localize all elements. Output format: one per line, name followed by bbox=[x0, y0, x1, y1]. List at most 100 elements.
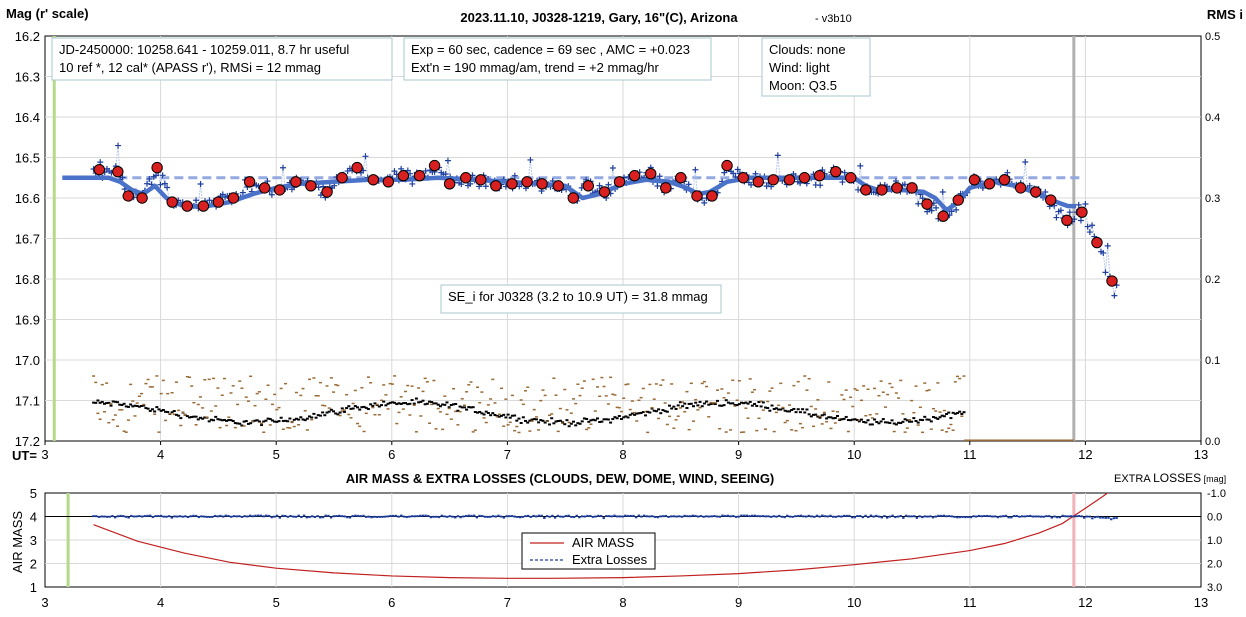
binned-point bbox=[273, 184, 286, 196]
binned-point bbox=[906, 182, 918, 194]
x-tick-label: 5 bbox=[273, 447, 280, 462]
binned-point bbox=[243, 176, 256, 188]
binned-point bbox=[767, 174, 779, 186]
raw-point bbox=[239, 189, 246, 196]
raw-point bbox=[748, 181, 755, 188]
x-tick-label: 9 bbox=[735, 595, 742, 610]
y-tick-label: 2 bbox=[30, 557, 37, 572]
annotation-text: Wind: light bbox=[769, 60, 830, 75]
raw-point bbox=[1086, 229, 1093, 236]
y2-tick-label: 0.3 bbox=[1205, 193, 1220, 205]
binned-point bbox=[952, 194, 964, 206]
raw-point bbox=[1100, 249, 1107, 256]
binned-point bbox=[290, 176, 302, 188]
x-tick-label: 8 bbox=[619, 595, 626, 610]
y-tick-label: 16.2 bbox=[15, 29, 40, 44]
raw-point bbox=[1022, 159, 1029, 166]
binned-point bbox=[921, 198, 933, 210]
raw-point bbox=[939, 189, 946, 196]
y2-tick-label: 0.1 bbox=[1205, 355, 1220, 367]
y2-tick-label: 0.2 bbox=[1205, 274, 1220, 286]
binned-point bbox=[737, 172, 749, 184]
binned-point bbox=[521, 176, 533, 188]
y-axis-label: Mag (r' scale) bbox=[6, 6, 89, 21]
y2-axis-label-unit: [mag] bbox=[1201, 474, 1226, 484]
annotation-text: Moon: Q3.5 bbox=[769, 78, 837, 93]
raw-point bbox=[1057, 207, 1064, 214]
binned-point bbox=[536, 178, 548, 190]
raw-point bbox=[915, 200, 922, 207]
y2-tick-label: 0.0 bbox=[1205, 436, 1220, 448]
x-tick-label: 13 bbox=[1194, 595, 1208, 610]
raw-point bbox=[1111, 292, 1118, 299]
binned-point bbox=[860, 184, 872, 196]
raw-point bbox=[280, 164, 287, 171]
annotation-text: Clouds: none bbox=[769, 42, 846, 57]
x-tick-label: 9 bbox=[735, 447, 742, 462]
x-tick-label: 6 bbox=[388, 447, 395, 462]
y-tick-label: 17.2 bbox=[15, 434, 40, 449]
raw-point bbox=[692, 166, 699, 173]
binned-point bbox=[721, 159, 733, 172]
x-tick-label: 6 bbox=[388, 595, 395, 610]
binned-point bbox=[475, 174, 487, 186]
chart-version: - v3b10 bbox=[815, 13, 852, 25]
raw-point bbox=[730, 170, 737, 177]
raw-point bbox=[391, 168, 398, 175]
annotation-box bbox=[403, 37, 712, 81]
binned-point bbox=[968, 174, 981, 186]
x-tick-label: 10 bbox=[847, 595, 861, 610]
annotation-box bbox=[51, 37, 393, 81]
raw-point bbox=[685, 181, 692, 188]
x-tick-label: 8 bbox=[619, 447, 626, 462]
binned-point bbox=[367, 174, 380, 186]
binned-point bbox=[136, 192, 148, 204]
airmass-chart: 3 4 5 6 7 8 9 10 11 12 13 5 4 3 2 1 -1.0 0.0 1.0 2.0 3.0 AIR … bbox=[10, 471, 1226, 610]
binned-point bbox=[460, 172, 472, 184]
binned-point bbox=[598, 186, 611, 198]
raw-point bbox=[1077, 217, 1084, 224]
y2-axis-label: RMS i bbox=[1207, 7, 1243, 22]
y-axis-label: AIR MASS bbox=[10, 511, 25, 573]
legend-box bbox=[521, 532, 656, 570]
raw-point bbox=[119, 174, 126, 181]
raw-point bbox=[193, 197, 200, 204]
raw-point bbox=[268, 191, 275, 198]
raw-point bbox=[161, 180, 168, 187]
binned-point bbox=[613, 176, 626, 188]
raw-point bbox=[933, 204, 940, 211]
raw-point bbox=[605, 181, 612, 188]
raw-point bbox=[609, 165, 616, 172]
raw-point bbox=[362, 153, 369, 160]
x-tick-label: 12 bbox=[1078, 595, 1092, 610]
y2-tick-label: 1.0 bbox=[1207, 535, 1222, 547]
chart-title: 2023.11.10, J0328-1219, Gary, 16"(C), Ar… bbox=[460, 10, 738, 25]
raw-point bbox=[1053, 214, 1060, 221]
raw-point bbox=[152, 172, 159, 179]
y2-tick-label: 0.5 bbox=[1205, 31, 1220, 43]
binned-point bbox=[321, 186, 333, 198]
y2-tick-label: -1.0 bbox=[1207, 488, 1226, 500]
binned-point bbox=[1076, 206, 1088, 218]
annotation-text: 10 ref *, 12 cal* (APASS r'), RMSi = 12 … bbox=[59, 60, 321, 75]
y-tick-label: 16.3 bbox=[15, 70, 40, 85]
binned-point bbox=[983, 178, 996, 190]
raw-point bbox=[1004, 169, 1011, 176]
raw-point bbox=[422, 167, 429, 174]
x-tick-label: 3 bbox=[41, 595, 48, 610]
binned-point bbox=[582, 180, 595, 192]
airmass-line bbox=[93, 493, 1109, 579]
binned-point bbox=[1091, 236, 1103, 249]
raw-point bbox=[1075, 201, 1082, 208]
y2-axis-label-small: EXTRA bbox=[1114, 473, 1153, 485]
binned-point bbox=[660, 182, 672, 194]
binned-point bbox=[813, 170, 826, 182]
binned-point bbox=[752, 176, 764, 188]
binned-point bbox=[567, 192, 579, 204]
raw-point bbox=[1082, 201, 1089, 208]
raw-point bbox=[701, 199, 708, 206]
y-tick-label: 16.7 bbox=[15, 232, 40, 247]
binned-point bbox=[845, 172, 857, 184]
binned-point bbox=[552, 180, 564, 192]
raw-point bbox=[1066, 209, 1073, 216]
